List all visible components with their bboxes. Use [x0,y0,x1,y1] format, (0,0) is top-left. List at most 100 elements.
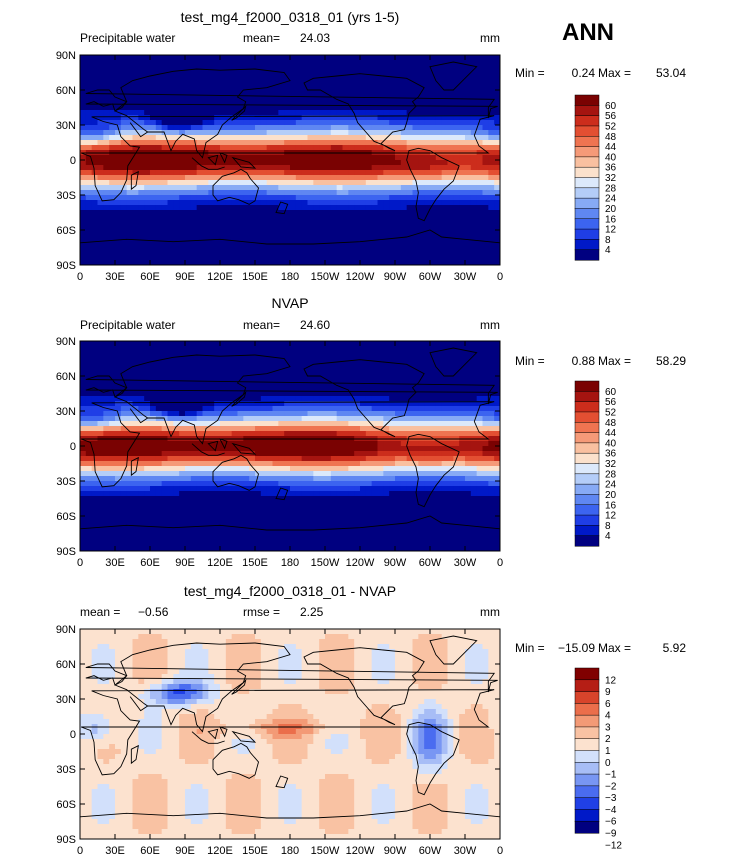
map-cell [85,416,93,422]
map-cell [418,180,425,186]
map-cell [476,200,483,206]
map-cell [272,416,279,422]
map-cell [424,135,431,141]
map-cell [225,225,233,231]
map-cell [441,230,448,236]
map-cell [85,260,93,266]
map-cell [231,371,238,377]
map-cell [220,366,227,372]
map-cell [80,140,87,146]
map-cell [91,371,98,377]
map-cell [301,356,308,362]
map-cell [354,441,361,447]
map-cell [290,381,297,387]
map-cell [214,461,221,467]
map-cell [406,175,413,181]
map-cell [214,190,221,196]
map-cell [319,396,326,402]
map-cell [115,250,122,256]
map-cell [138,180,145,186]
map-cell [144,356,151,362]
map-cell [360,70,367,76]
map-cell [80,406,87,412]
colorbar-box [574,197,600,209]
map-cell [144,180,151,186]
map-cell [266,366,273,372]
map-cell [406,376,413,382]
map-cell [313,381,320,387]
map-cell [278,165,285,171]
map-cell [383,431,390,437]
map-cell [354,110,361,116]
map-cell [325,451,332,457]
map-cell [342,195,349,201]
map-cell [214,451,221,457]
map-cell [406,160,413,166]
map-cell [470,371,478,377]
min-label: Min = [515,66,545,80]
map-cell [150,215,157,221]
map-cell [196,431,203,437]
map-cell [383,105,390,111]
map-cell [126,346,133,352]
map-cell [383,145,390,151]
map-cell [278,235,285,241]
map-cell [459,200,466,206]
map-cell [307,366,314,372]
map-cell [418,120,425,126]
map-cell [272,250,279,256]
map-cell [465,130,472,136]
map-cell [272,80,279,86]
map-cell [185,406,192,412]
map-cell [342,220,349,226]
map-cell [447,426,454,432]
map-cell [225,140,233,146]
map-cell [301,260,308,266]
map-cell [418,361,425,367]
map-cell [284,426,291,432]
map-cell [208,346,215,352]
map-cell [441,160,448,166]
map-cell [412,140,419,146]
map-cell [167,210,174,216]
map-cell [354,466,361,472]
map-cell [371,190,378,196]
map-cell [418,411,425,417]
map-cell [488,210,495,216]
map-cell [459,406,466,412]
map-cell [354,250,361,256]
map-cell [80,110,87,116]
map-cell [231,366,238,372]
map-cell [150,180,157,186]
map-cell [319,90,326,96]
map-cell [266,446,273,452]
map-cell [284,145,291,151]
map-cell [132,180,139,186]
map-cell [465,366,472,372]
map-cell [383,170,390,176]
map-cell [109,155,116,161]
map-cell [138,95,145,101]
map-cell [237,255,244,261]
map-cell [185,100,192,106]
map-cell [470,215,478,221]
map-cell [202,85,209,91]
map-cell [249,346,256,352]
map-cell [447,130,454,136]
map-cell [319,230,326,236]
map-cell [97,376,104,382]
map-cell [354,421,361,427]
map-cell [435,230,443,236]
map-cell [295,80,303,86]
map-cell [418,461,425,467]
map-cell [126,125,133,131]
map-cell [255,175,262,181]
map-cell [278,115,285,121]
map-cell [284,431,291,437]
map-cell [494,105,501,111]
map-cell [470,386,478,392]
map-cell [284,451,291,457]
map-cell [406,100,413,106]
map-cell [348,401,355,407]
map-cell [330,185,338,191]
